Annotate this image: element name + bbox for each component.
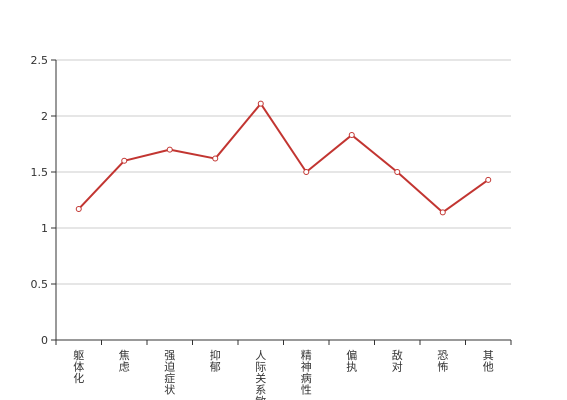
x-tick-label: 抑郁 — [210, 348, 221, 374]
data-point — [348, 132, 355, 139]
y-tick-label: 1 — [41, 222, 48, 235]
data-point — [166, 146, 173, 153]
x-tick-label: 精神病性 — [301, 349, 312, 397]
x-tick-label: 敌对 — [392, 348, 403, 374]
y-tick-label: 2.5 — [31, 54, 49, 67]
data-point — [121, 157, 128, 164]
data-point — [75, 205, 82, 212]
x-tick-label: 躯体化 — [73, 349, 84, 385]
x-tick-label: 偏执 — [346, 348, 357, 374]
series-line — [78, 102, 489, 214]
y-axis: 0 0.5 1 1.5 2 2.5 — [31, 54, 57, 347]
x-axis: 躯体化 焦虑 强迫症状 抑郁 人际关系敏感 精神病性 偏执 敌对 恐怖 其他 — [55, 339, 512, 400]
x-tick-label: 其他 — [483, 349, 494, 374]
x-tick-label: 强迫症状 — [164, 349, 175, 397]
x-tick-label: 焦虑 — [119, 349, 130, 374]
x-tick-label: 恐怖 — [437, 349, 448, 374]
series-group — [75, 100, 492, 216]
y-tick-label: 1.5 — [31, 166, 49, 179]
data-point — [485, 176, 492, 183]
y-tick-label: 0 — [41, 334, 48, 347]
data-point — [439, 209, 446, 216]
data-point — [394, 169, 401, 175]
x-tick-label: 人际关系敏感 — [255, 349, 266, 400]
data-point — [257, 100, 264, 107]
y-tick-label: 0.5 — [31, 278, 49, 291]
data-point — [303, 169, 310, 175]
data-point — [212, 155, 219, 162]
y-tick-label: 2 — [41, 110, 48, 123]
grid-lines — [56, 59, 511, 285]
